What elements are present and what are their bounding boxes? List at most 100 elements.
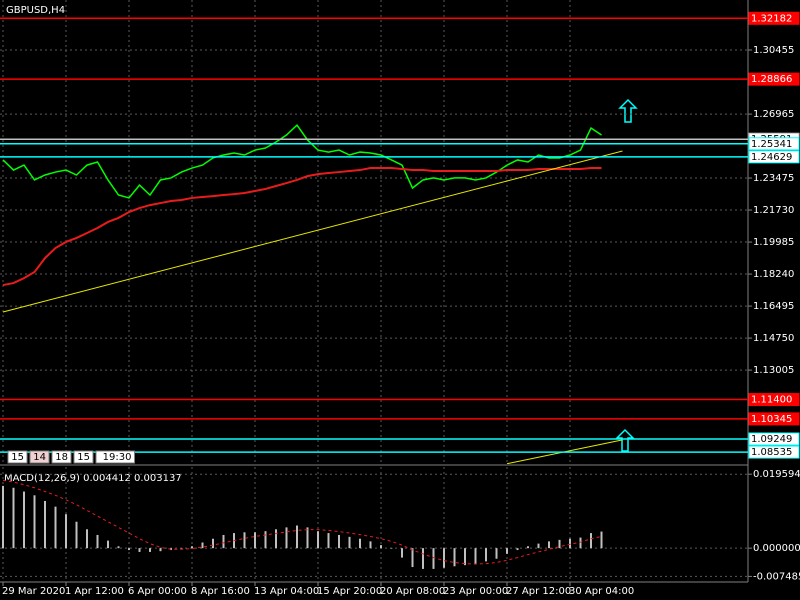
- histogram-bar: [411, 548, 414, 568]
- timeframe-box: [29, 450, 50, 464]
- histogram-bar: [401, 548, 403, 558]
- histogram-bar: [506, 548, 508, 554]
- histogram-bar: [422, 548, 424, 569]
- y-tick-label: 1.14750: [753, 333, 794, 344]
- histogram-bar: [33, 495, 36, 549]
- histogram-bar: [600, 531, 603, 549]
- level-label-box: [748, 445, 800, 459]
- x-tick-label: 1 Apr 12:00: [65, 586, 124, 597]
- histogram-bar: [443, 548, 445, 568]
- x-tick-label: 30 Apr 04:00: [569, 586, 634, 597]
- y-tick-label: 1.23475: [753, 173, 794, 184]
- histogram-bar: [495, 548, 498, 559]
- histogram-bar: [86, 529, 88, 549]
- histogram-bar: [579, 537, 582, 549]
- histogram-bar: [2, 485, 4, 549]
- x-tick-label: 6 Apr 00:00: [128, 586, 187, 597]
- timeframe-label: 19:30: [103, 452, 132, 463]
- histogram-bar: [590, 533, 592, 549]
- timeframe-label: 14: [33, 452, 46, 463]
- histogram-bar: [128, 548, 130, 551]
- y-tick-label: 1.26965: [753, 109, 794, 120]
- histogram-bar: [54, 506, 57, 549]
- level-label-box: [748, 150, 800, 164]
- level-label: 1.28866: [751, 74, 792, 85]
- histogram-bar: [338, 534, 340, 549]
- y-tick-label: 1.21730: [753, 205, 794, 216]
- y-tick-label: 1.30455: [753, 45, 794, 56]
- histogram-bar: [65, 514, 67, 549]
- histogram-bar: [117, 546, 120, 549]
- histogram-bar: [159, 548, 162, 552]
- level-label-box: [748, 11, 800, 25]
- histogram-bar: [569, 538, 571, 549]
- y-tick-label: -0.007485: [753, 571, 800, 582]
- timeframe-label: 18: [55, 452, 68, 463]
- histogram-bar: [138, 548, 141, 552]
- chart-title: GBPUSD,H4: [6, 5, 65, 16]
- histogram-bar: [285, 527, 288, 549]
- level-label-box: [748, 393, 800, 407]
- histogram-bar: [180, 548, 183, 549]
- x-tick-label: 20 Apr 08:00: [380, 586, 445, 597]
- plot-area: [0, 0, 748, 464]
- histogram-bar: [485, 548, 487, 562]
- level-label: 1.10345: [751, 414, 792, 425]
- timeframe-box: [51, 450, 72, 464]
- x-tick-label: 23 Apr 00:00: [443, 586, 508, 597]
- y-tick-label: 1.18240: [753, 269, 794, 280]
- histogram-bar: [12, 487, 15, 549]
- histogram-bar: [149, 548, 151, 552]
- y-tick-label: 0.019594: [753, 469, 800, 480]
- histogram-bar: [243, 532, 246, 549]
- level-label: 1.09249: [751, 434, 792, 445]
- histogram-bar: [191, 546, 193, 549]
- x-tick-label: 15 Apr 20:00: [317, 586, 382, 597]
- level-label: 1.08535: [751, 447, 792, 458]
- histogram-bar: [464, 548, 466, 566]
- level-label-box: [748, 137, 800, 151]
- level-label: 1.24629: [751, 152, 792, 163]
- histogram-bar: [107, 540, 109, 549]
- histogram-bar: [432, 548, 435, 569]
- x-tick-label: 27 Apr 12:00: [506, 586, 571, 597]
- x-tick-label: 8 Apr 16:00: [191, 586, 250, 597]
- histogram-bar: [254, 532, 256, 549]
- histogram-bar: [44, 500, 46, 549]
- histogram-bar: [548, 541, 550, 549]
- level-label-box: [748, 72, 800, 86]
- histogram-bar: [296, 525, 298, 549]
- y-tick-label: 0.000000: [753, 543, 800, 554]
- histogram-bar: [306, 527, 309, 549]
- level-label: 1.11400: [751, 395, 792, 406]
- histogram-bar: [327, 533, 330, 549]
- histogram-bar: [453, 548, 456, 567]
- indicator-title: MACD(12,26,9) 0.004412 0.003137: [4, 473, 182, 484]
- histogram-bar: [359, 538, 361, 549]
- histogram-bar: [201, 542, 204, 549]
- y-tick-label: 1.16495: [753, 301, 794, 312]
- histogram-bar: [369, 541, 372, 549]
- histogram-bar: [516, 548, 519, 551]
- histogram-bar: [96, 534, 99, 549]
- histogram-bar: [75, 521, 78, 549]
- series-line: [2, 167, 602, 287]
- level-label: 1.32182: [751, 13, 792, 24]
- histogram-bar: [348, 536, 351, 549]
- level-label: 1.25341: [751, 139, 792, 150]
- histogram-bar: [474, 548, 477, 565]
- histogram-bar: [23, 491, 25, 549]
- timeframe-box: [7, 450, 28, 464]
- buy-arrow: [618, 98, 638, 123]
- x-tick-label: 13 Apr 04:00: [254, 586, 319, 597]
- timeframe-label: 15: [77, 452, 90, 463]
- timeframe-box: [95, 450, 135, 464]
- histogram-bar: [317, 531, 319, 549]
- histogram-bar: [380, 545, 382, 549]
- timeframe-box: [73, 450, 94, 464]
- histogram-bar: [212, 538, 214, 549]
- histogram-bar: [527, 546, 529, 549]
